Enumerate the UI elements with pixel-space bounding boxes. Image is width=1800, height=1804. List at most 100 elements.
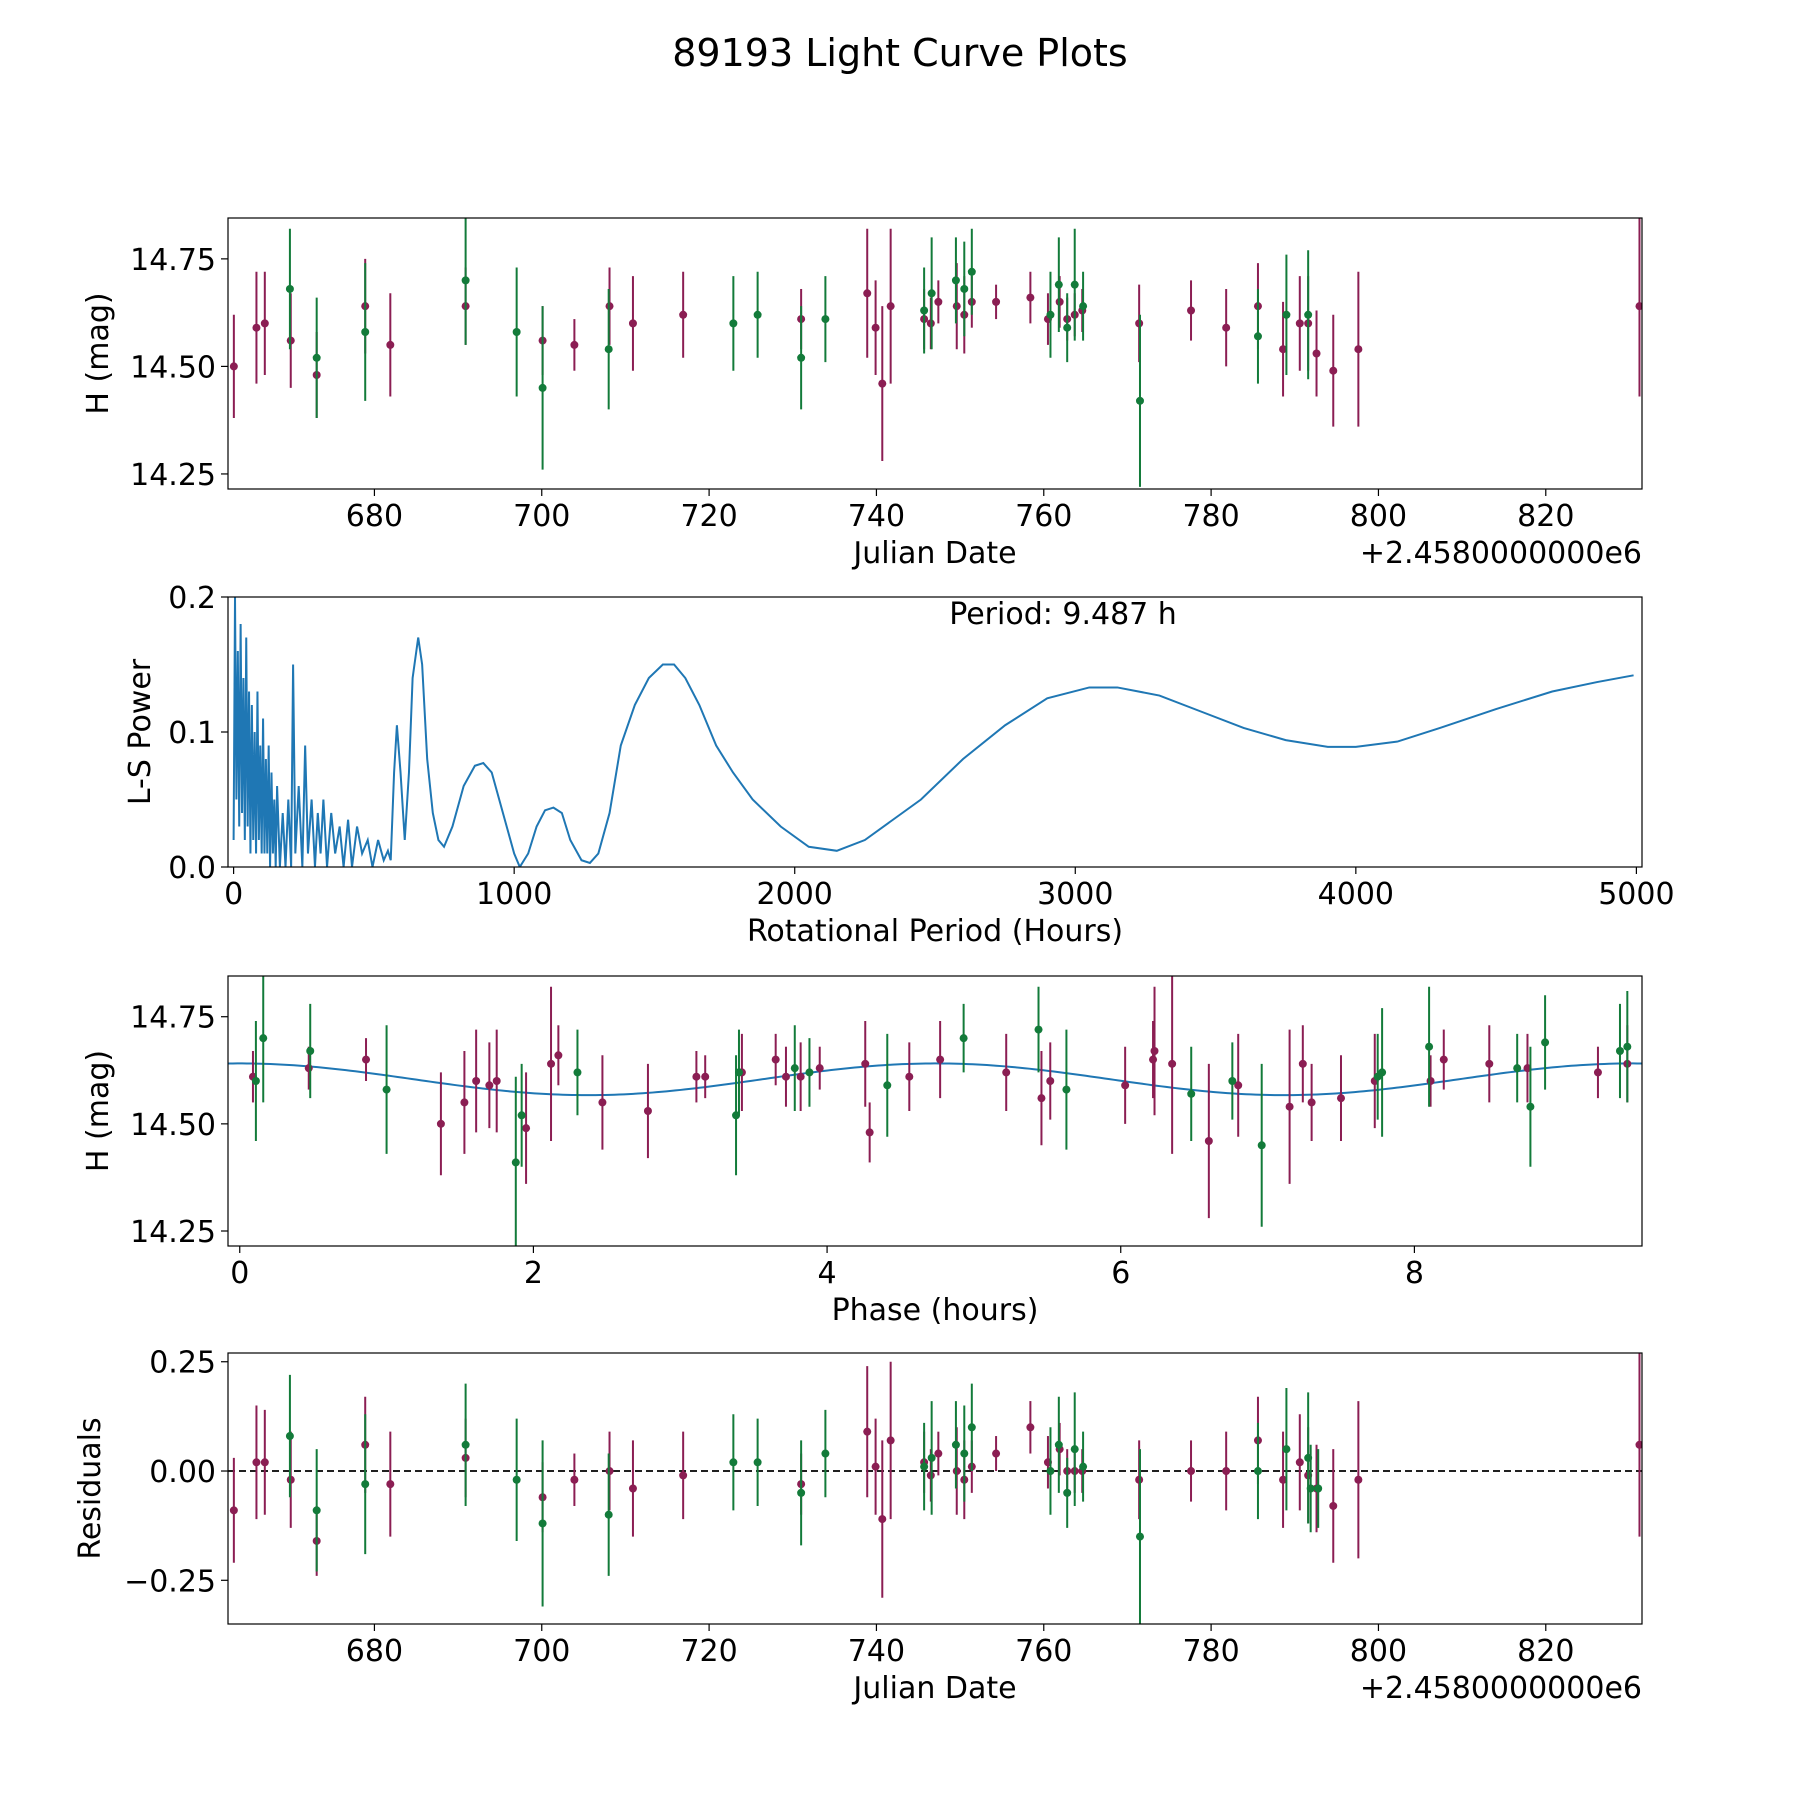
plot-area-lightcurve <box>229 218 1642 487</box>
data-point <box>790 1064 799 1073</box>
data-point <box>1222 323 1231 332</box>
data-point <box>992 1449 1001 1458</box>
data-point <box>1295 319 1304 328</box>
data-point <box>1222 1467 1231 1476</box>
data-point <box>886 302 895 311</box>
y-tick-label: 0.2 <box>168 581 216 616</box>
x-offset-label: +2.4580000000e6 <box>1360 1671 1642 1706</box>
data-point <box>960 1449 969 1458</box>
data-point <box>285 1432 294 1441</box>
x-tick-label: 2000 <box>757 877 833 912</box>
data-point <box>512 327 521 336</box>
y-tick-label: 0.1 <box>168 716 216 751</box>
data-point <box>1282 1445 1291 1454</box>
data-point <box>1623 1042 1632 1051</box>
data-point <box>485 1081 494 1090</box>
data-point <box>511 1158 520 1167</box>
data-point <box>1079 1462 1088 1471</box>
x-tick-label: 700 <box>513 499 570 534</box>
data-point <box>936 1055 945 1064</box>
data-point <box>1526 1102 1535 1111</box>
data-point <box>863 1427 872 1436</box>
data-point <box>1063 1488 1072 1497</box>
data-point <box>382 1085 391 1094</box>
data-point <box>361 1480 370 1489</box>
data-point <box>252 1458 261 1467</box>
x-tick-label: 740 <box>848 1634 905 1669</box>
data-point <box>871 323 880 332</box>
data-point <box>797 353 806 362</box>
x-tick-label: 800 <box>1350 499 1407 534</box>
data-point <box>771 1055 780 1064</box>
data-point <box>1304 310 1313 319</box>
data-point <box>1314 1484 1323 1493</box>
x-tick-label: 720 <box>680 499 737 534</box>
data-point <box>992 297 1001 306</box>
series-L-S power <box>232 597 1634 867</box>
data-point <box>871 1462 880 1471</box>
data-point <box>1312 349 1321 358</box>
data-point <box>252 323 261 332</box>
data-point <box>861 1059 870 1068</box>
data-point <box>920 306 929 315</box>
x-tick-label: 780 <box>1182 499 1239 534</box>
data-point <box>1513 1064 1522 1073</box>
data-point <box>1228 1077 1237 1085</box>
data-point <box>1426 1077 1435 1085</box>
data-point <box>1062 1085 1071 1094</box>
data-point <box>386 340 395 349</box>
data-point <box>1046 1467 1055 1476</box>
data-point <box>538 383 547 392</box>
data-point <box>436 1119 445 1128</box>
data-point <box>604 345 613 354</box>
data-point <box>229 1506 238 1515</box>
panel-lightcurve: 680 700 720 740 760 780 800 820 14.25 14.50 14.75 J… <box>81 217 1643 571</box>
data-point <box>927 1453 936 1462</box>
plot-area-phased <box>228 976 1642 1246</box>
data-point <box>362 1055 371 1064</box>
plot-area-residuals <box>228 1353 1642 1624</box>
data-point <box>1187 1467 1196 1476</box>
data-point <box>1425 1042 1434 1051</box>
data-point <box>573 1068 582 1077</box>
data-point <box>753 310 762 319</box>
data-point <box>538 1519 547 1528</box>
data-point <box>1234 1081 1243 1090</box>
data-point <box>1168 1059 1177 1068</box>
data-point <box>753 1458 762 1467</box>
x-axis-label: Phase (hours) <box>832 1293 1039 1328</box>
data-point <box>1135 1532 1144 1541</box>
data-point <box>1306 1484 1315 1493</box>
panel-residuals: 680 700 720 740 760 780 800 820 −0.25 0.00 0.25 Jul… <box>73 1346 1643 1706</box>
data-point <box>472 1077 481 1085</box>
x-axis-label: Julian Date <box>851 1671 1016 1706</box>
y-axis-label: H (mag) <box>81 1050 116 1172</box>
data-point <box>692 1072 701 1081</box>
x-tick-label: 0 <box>230 1256 249 1291</box>
x-tick-label: 0 <box>224 877 243 912</box>
data-point <box>951 276 960 285</box>
data-point <box>386 1480 395 1489</box>
x-tick-label: 760 <box>1015 499 1072 534</box>
data-point <box>306 1047 315 1055</box>
data-point <box>886 1436 895 1445</box>
data-point <box>821 1449 830 1458</box>
data-point <box>701 1072 710 1081</box>
x-tick-label: 4000 <box>1318 877 1394 912</box>
data-point <box>1354 1475 1363 1484</box>
y-tick-label: 14.50 <box>130 1108 216 1143</box>
series-green <box>285 1374 1323 1624</box>
data-point <box>934 1449 943 1458</box>
data-point <box>460 1098 469 1107</box>
data-point <box>1070 280 1079 289</box>
data-point <box>512 1475 521 1484</box>
data-point <box>1037 1094 1046 1103</box>
data-point <box>815 1064 824 1073</box>
data-point <box>1329 366 1338 375</box>
data-point <box>920 1462 929 1471</box>
data-point <box>251 1077 260 1085</box>
data-point <box>1354 345 1363 354</box>
data-point <box>878 1515 887 1524</box>
data-point <box>1279 1475 1288 1484</box>
